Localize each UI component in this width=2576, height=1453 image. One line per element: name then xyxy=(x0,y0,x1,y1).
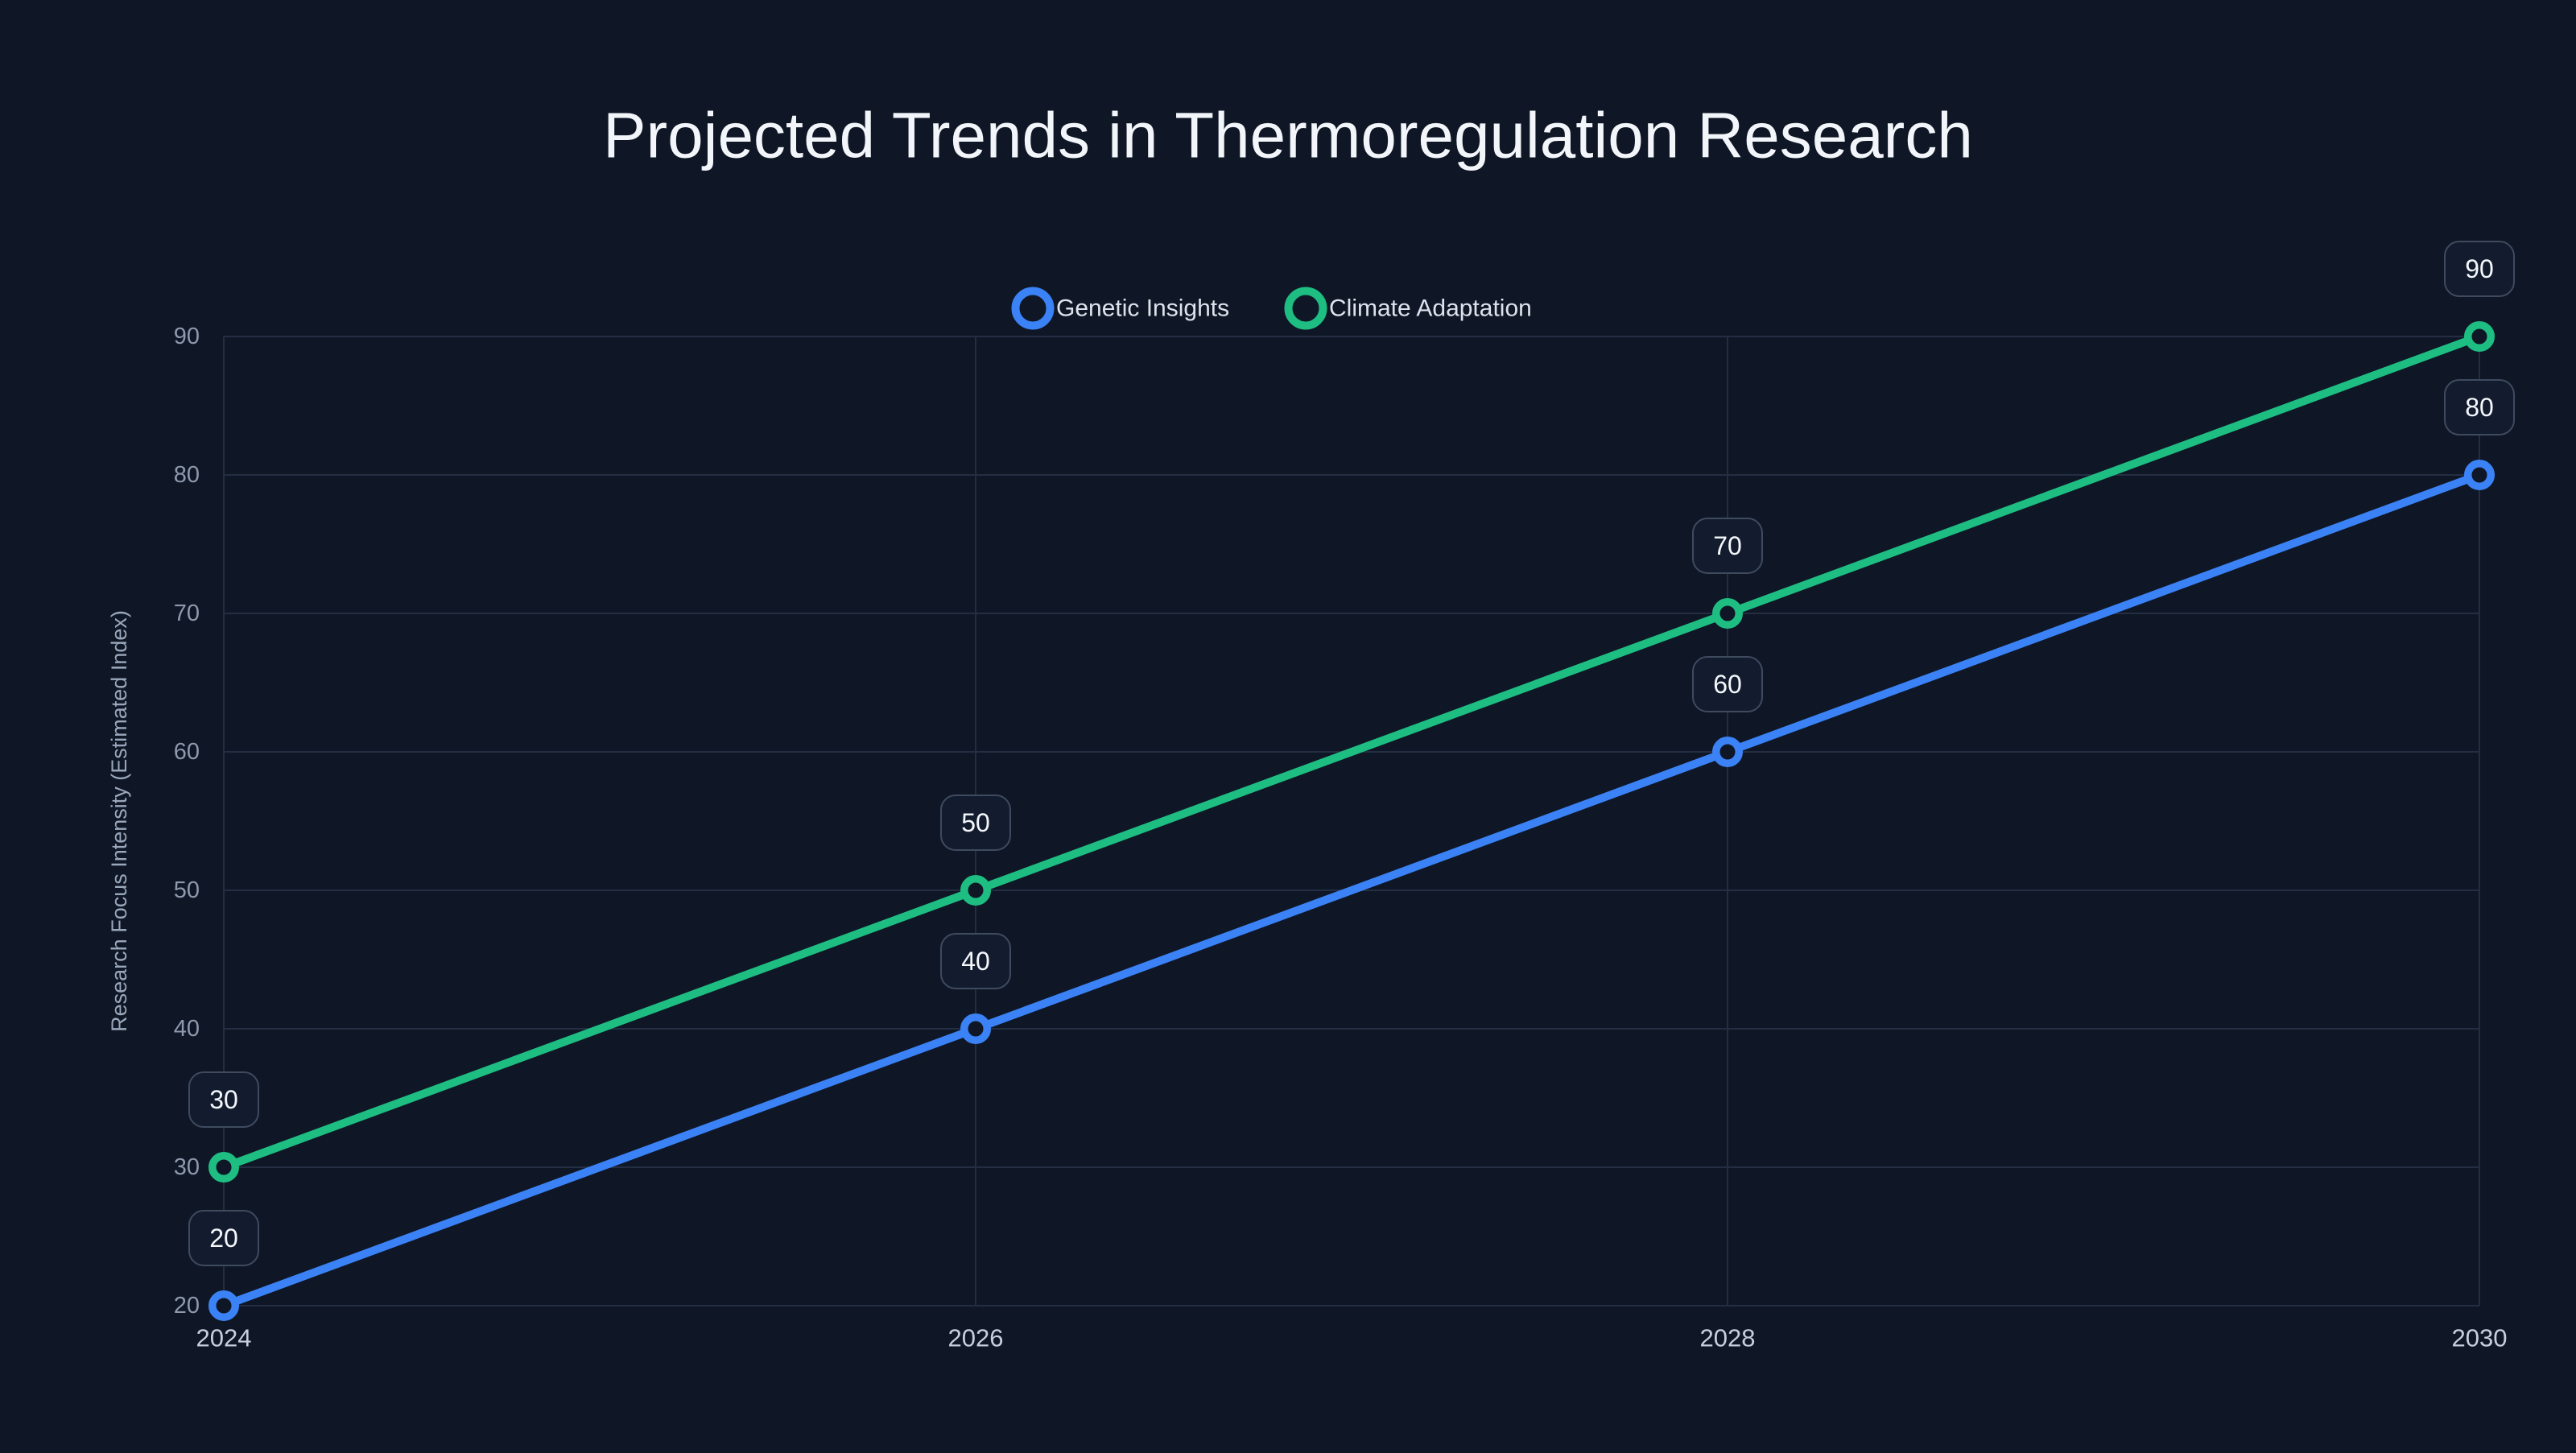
data-label-layer: 20 40 60 80 30 50 70 90 xyxy=(188,241,2515,1266)
data-point-marker[interactable] xyxy=(1712,598,1743,629)
data-point-marker[interactable] xyxy=(2464,321,2495,352)
data-point-marker[interactable] xyxy=(1712,737,1743,767)
chart-title: Projected Trends in Thermoregulation Res… xyxy=(603,100,1973,171)
y-tick-label: 80 xyxy=(174,462,200,488)
data-label-box xyxy=(2444,241,2515,297)
data-point-marker[interactable] xyxy=(960,875,991,906)
legend-item-climate-adaptation[interactable]: Climate Adaptation xyxy=(1284,287,1532,330)
y-tick-label: 30 xyxy=(174,1154,200,1180)
x-tick-label: 2028 xyxy=(1700,1324,1756,1352)
series-line xyxy=(220,471,2483,1310)
data-label-box xyxy=(188,1210,259,1266)
series-line xyxy=(220,332,2483,1171)
data-label-value: 80 xyxy=(2465,393,2494,422)
data-label-box xyxy=(940,795,1011,851)
data-point-marker[interactable] xyxy=(208,1152,239,1183)
data-label-value: 90 xyxy=(2465,254,2494,283)
y-tick-label: 50 xyxy=(174,877,200,903)
y-axis-label: Research Focus Intensity (Estimated Inde… xyxy=(107,610,131,1032)
data-point-marker[interactable] xyxy=(208,1290,239,1321)
y-tick-label: 40 xyxy=(174,1016,200,1042)
legend: Genetic Insights Climate Adaptation xyxy=(1011,287,1532,330)
series-layer xyxy=(208,321,2495,1321)
x-tick-label: 2026 xyxy=(948,1324,1004,1352)
x-tick-label: 2030 xyxy=(2452,1324,2508,1352)
y-tick-label: 90 xyxy=(174,324,200,349)
data-label-value: 60 xyxy=(1713,670,1742,699)
data-label-value: 50 xyxy=(961,808,990,837)
data-point-marker[interactable] xyxy=(2464,460,2495,490)
y-tick-label: 20 xyxy=(174,1293,200,1319)
data-label-value: 20 xyxy=(209,1224,238,1253)
data-label-box xyxy=(2444,379,2515,435)
data-label-box xyxy=(1692,656,1763,712)
data-label-value: 70 xyxy=(1713,531,1742,560)
legend-marker-icon xyxy=(1011,287,1055,330)
data-label-box xyxy=(188,1071,259,1128)
y-tick-label: 60 xyxy=(174,739,200,765)
legend-item-genetic-insights[interactable]: Genetic Insights xyxy=(1011,287,1230,330)
grid-layer xyxy=(223,336,2480,1306)
x-tick-label: 2024 xyxy=(196,1324,252,1352)
data-label-box xyxy=(1692,518,1763,574)
legend-marker-icon xyxy=(1284,287,1327,330)
y-tick-label: 70 xyxy=(174,601,200,626)
legend-label: Genetic Insights xyxy=(1056,295,1229,322)
data-label-value: 40 xyxy=(961,947,990,976)
legend-label: Climate Adaptation xyxy=(1329,295,1532,322)
data-label-value: 30 xyxy=(209,1085,238,1114)
data-point-marker[interactable] xyxy=(960,1013,991,1044)
data-label-box xyxy=(940,933,1011,989)
